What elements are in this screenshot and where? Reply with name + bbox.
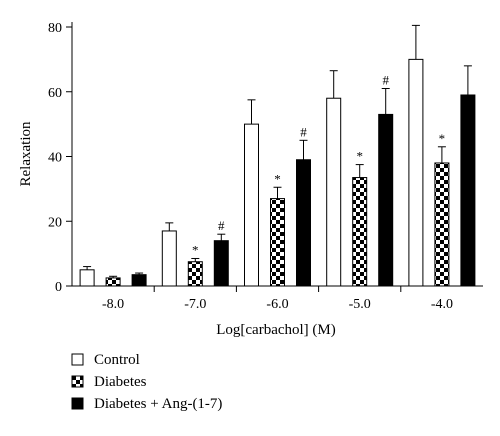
bar [244, 123, 259, 287]
bar [408, 58, 424, 287]
significance-markers: * * * * # # # [192, 73, 445, 258]
legend-swatch [71, 353, 84, 366]
bar [434, 162, 450, 287]
bar [270, 198, 285, 287]
y-tick-label: 60 [48, 86, 62, 101]
y-axis-label: Relaxation [18, 121, 34, 186]
bar [326, 97, 342, 287]
bars [79, 58, 476, 287]
hash-marker: # [300, 124, 307, 139]
bar [378, 113, 394, 287]
x-tick-label: -4.0 [431, 297, 453, 312]
asterisk-marker: * [274, 171, 281, 186]
y-axis-ticks: 0 20 40 60 80 [48, 21, 72, 295]
bar [131, 274, 147, 287]
y-tick-label: 40 [48, 151, 62, 166]
bar [105, 277, 121, 287]
asterisk-marker: * [439, 131, 446, 146]
y-tick-label: 20 [48, 215, 62, 230]
bar [460, 94, 476, 287]
hash-marker: # [382, 73, 389, 88]
x-tick-label: -6.0 [266, 297, 288, 312]
bar [352, 177, 368, 287]
bar [296, 159, 311, 287]
legend-swatch [71, 397, 84, 410]
bar [161, 230, 177, 287]
bar [187, 261, 203, 287]
x-tick-label: -8.0 [102, 297, 124, 312]
x-axis-label: Log[carbachol] (M) [216, 322, 336, 338]
legend: Control Diabetes Diabetes + Ang-(1-7) [71, 352, 222, 412]
x-tick-label: -7.0 [184, 297, 206, 312]
asterisk-marker: * [356, 149, 363, 164]
legend-label: Diabetes + Ang-(1-7) [94, 396, 222, 412]
legend-label: Control [94, 352, 140, 368]
y-tick-label: 0 [55, 280, 62, 295]
bar [79, 269, 95, 287]
error-bars [83, 24, 472, 278]
legend-swatch [71, 375, 84, 388]
x-tick-label: -5.0 [349, 297, 371, 312]
bar [213, 240, 229, 287]
legend-label: Diabetes [94, 374, 147, 390]
asterisk-marker: * [192, 242, 199, 257]
x-axis-ticks: -8.0 -7.0 -6.0 -5.0 -4.0 [102, 286, 453, 312]
hash-marker: # [218, 218, 225, 233]
y-tick-label: 80 [48, 21, 62, 36]
